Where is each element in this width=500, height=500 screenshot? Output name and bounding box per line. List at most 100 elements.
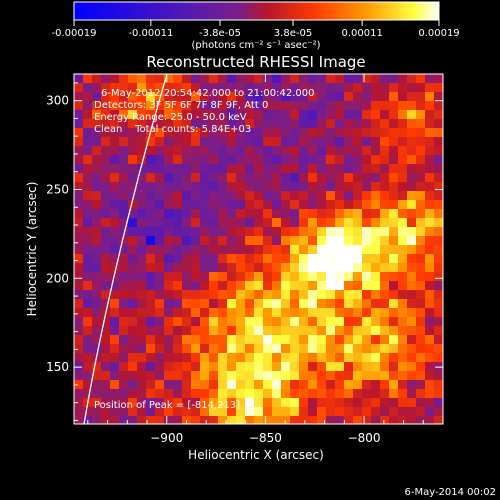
heatmap-cell bbox=[218, 227, 228, 237]
heatmap-cell bbox=[182, 362, 192, 372]
heatmap-cell bbox=[425, 209, 435, 219]
heatmap-cell bbox=[299, 200, 309, 210]
heatmap-cell bbox=[335, 263, 345, 273]
heatmap-cell bbox=[263, 245, 273, 255]
heatmap-cell bbox=[299, 128, 309, 138]
heatmap-cell bbox=[218, 245, 228, 255]
heatmap-cell bbox=[245, 380, 255, 390]
heatmap-cell bbox=[389, 182, 399, 192]
heatmap-cell bbox=[335, 326, 345, 336]
heatmap-cell bbox=[155, 389, 165, 399]
heatmap-cell bbox=[101, 362, 111, 372]
heatmap-cell bbox=[407, 164, 417, 174]
heatmap-cell bbox=[380, 353, 390, 363]
heatmap-cell bbox=[389, 209, 399, 219]
heatmap-cell bbox=[353, 281, 363, 291]
heatmap-cell bbox=[191, 200, 201, 210]
heatmap-cell bbox=[83, 281, 93, 291]
heatmap-cell bbox=[353, 92, 363, 102]
heatmap-cell bbox=[218, 146, 228, 156]
heatmap-cell bbox=[119, 317, 129, 327]
heatmap-cell bbox=[434, 173, 443, 183]
heatmap-cell bbox=[254, 200, 264, 210]
heatmap-cell bbox=[110, 155, 120, 165]
heatmap-cell bbox=[227, 281, 237, 291]
heatmap-cell bbox=[371, 236, 381, 246]
heatmap-cell bbox=[407, 263, 417, 273]
heatmap-cell bbox=[407, 272, 417, 282]
heatmap-cell bbox=[182, 227, 192, 237]
heatmap-cell bbox=[155, 335, 165, 345]
heatmap-cell bbox=[335, 128, 345, 138]
heatmap-cell bbox=[335, 227, 345, 237]
heatmap-cell bbox=[200, 416, 210, 424]
heatmap-cell bbox=[281, 173, 291, 183]
heatmap-cell bbox=[191, 290, 201, 300]
heatmap-cell bbox=[263, 110, 273, 120]
heatmap-cell bbox=[218, 92, 228, 102]
heatmap-cell bbox=[326, 74, 336, 84]
heatmap-cell bbox=[380, 209, 390, 219]
heatmap-cell bbox=[110, 101, 120, 111]
heatmap-cell bbox=[200, 137, 210, 147]
heatmap-cell bbox=[326, 218, 336, 228]
heatmap-cell bbox=[290, 389, 300, 399]
heatmap-cell bbox=[416, 398, 426, 408]
heatmap-cell bbox=[317, 173, 327, 183]
heatmap-cell bbox=[74, 173, 84, 183]
heatmap-cell bbox=[155, 191, 165, 201]
heatmap-cell bbox=[263, 389, 273, 399]
y-tick-label: 300 bbox=[46, 94, 69, 108]
heatmap-cell bbox=[83, 164, 93, 174]
heatmap-cell bbox=[254, 353, 264, 363]
heatmap-cell bbox=[146, 200, 156, 210]
heatmap-cell bbox=[416, 326, 426, 336]
heatmap-cell bbox=[110, 398, 120, 408]
heatmap-cell bbox=[290, 110, 300, 120]
heatmap-cell bbox=[317, 182, 327, 192]
heatmap-cell bbox=[146, 101, 156, 111]
heatmap-cell bbox=[101, 254, 111, 264]
heatmap-cell bbox=[254, 128, 264, 138]
heatmap-cell bbox=[317, 119, 327, 129]
heatmap-cell bbox=[119, 245, 129, 255]
heatmap-cell bbox=[218, 389, 228, 399]
heatmap-cell bbox=[425, 155, 435, 165]
heatmap-cell bbox=[218, 155, 228, 165]
heatmap-cell bbox=[191, 344, 201, 354]
heatmap-cell bbox=[110, 218, 120, 228]
heatmap-cell bbox=[308, 200, 318, 210]
heatmap-cell bbox=[128, 74, 138, 84]
heatmap-cell bbox=[407, 335, 417, 345]
heatmap-cell bbox=[92, 173, 102, 183]
heatmap-cell bbox=[146, 380, 156, 390]
heatmap-cell bbox=[344, 263, 354, 273]
heatmap-cell bbox=[137, 218, 147, 228]
heatmap-cell bbox=[101, 92, 111, 102]
heatmap-cell bbox=[245, 182, 255, 192]
heatmap-cell bbox=[407, 128, 417, 138]
heatmap-cell bbox=[272, 218, 282, 228]
heatmap-cell bbox=[128, 254, 138, 264]
heatmap-cell bbox=[227, 299, 237, 309]
heatmap-cell bbox=[272, 74, 282, 84]
heatmap-cell bbox=[209, 317, 219, 327]
heatmap-cell bbox=[353, 326, 363, 336]
heatmap-cell bbox=[272, 101, 282, 111]
heatmap-cell bbox=[128, 173, 138, 183]
heatmap-cell bbox=[218, 83, 228, 93]
heatmap-cell bbox=[209, 128, 219, 138]
heatmap-cell bbox=[191, 380, 201, 390]
heatmap-cell bbox=[128, 182, 138, 192]
heatmap-cell bbox=[290, 182, 300, 192]
heatmap-cell bbox=[110, 128, 120, 138]
x-tick-label: −900 bbox=[150, 431, 183, 445]
heatmap-cell bbox=[263, 308, 273, 318]
heatmap-cell bbox=[164, 308, 174, 318]
heatmap-cell bbox=[326, 92, 336, 102]
heatmap-cell bbox=[272, 335, 282, 345]
heatmap-cell bbox=[83, 389, 93, 399]
heatmap-cell bbox=[353, 371, 363, 381]
heatmap-cell bbox=[317, 290, 327, 300]
heatmap-cell bbox=[110, 137, 120, 147]
